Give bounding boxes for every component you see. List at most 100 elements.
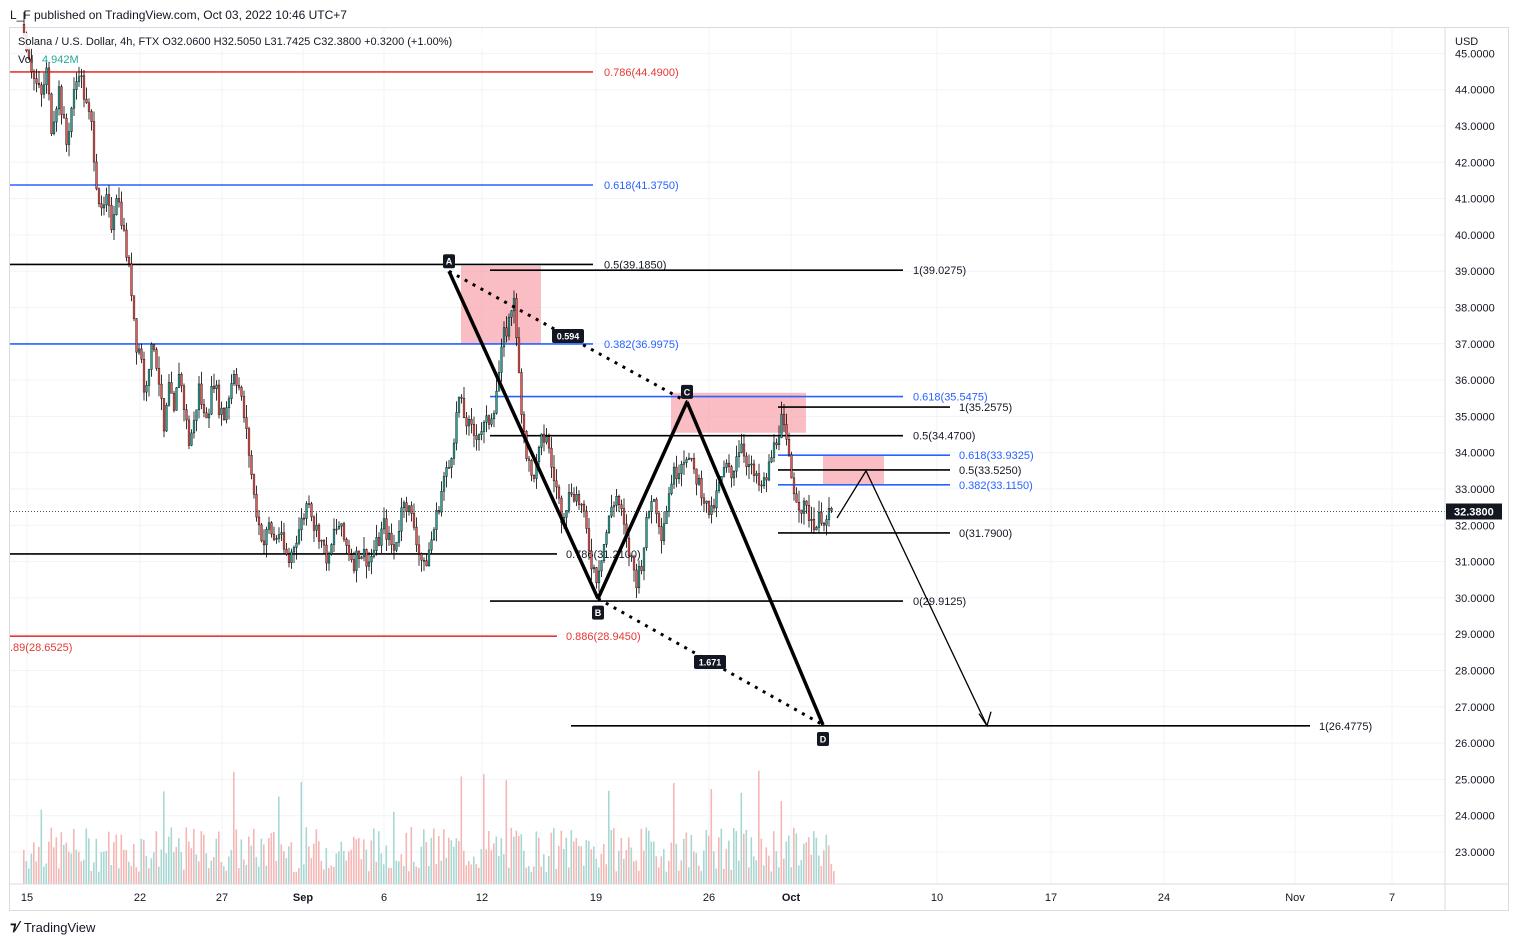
candle-body [297, 529, 301, 544]
volume-bar [193, 828, 195, 884]
projection-arrowhead [978, 711, 992, 728]
volume-bar [778, 867, 780, 884]
volume-bar [393, 811, 395, 884]
candle-body [462, 398, 466, 418]
volume-bar [378, 831, 380, 884]
volume-bar [480, 849, 483, 884]
volume-bar [585, 840, 588, 884]
volume-bar [83, 859, 85, 884]
volume-bar [465, 865, 468, 884]
volume-bar [675, 843, 678, 884]
volume-bar [68, 851, 70, 884]
volume-bar [228, 856, 230, 884]
volume-bar [793, 827, 795, 884]
candle-body [597, 570, 601, 584]
volume-bar [288, 846, 290, 884]
candle-body [552, 466, 556, 482]
candle-body [95, 161, 98, 190]
time-tick-label: 24 [1158, 892, 1170, 904]
volume-bar [348, 851, 350, 884]
volume-bar [605, 864, 608, 884]
candle-body [337, 525, 341, 530]
candle-body [115, 198, 118, 215]
candle-body [330, 544, 333, 555]
candle-body [295, 542, 298, 548]
candle-body [387, 532, 391, 540]
candle-body [727, 462, 731, 467]
volume-bar [773, 831, 775, 884]
price-tick-label: 28.0000 [1455, 666, 1495, 678]
price-tick-label: 29.0000 [1455, 629, 1495, 641]
pattern-point-label: A [446, 257, 453, 267]
volume-bar [240, 839, 243, 884]
pattern-point-badge [443, 254, 455, 269]
candle-body [142, 359, 146, 393]
volume-bar [498, 856, 500, 884]
candle-body [607, 515, 611, 533]
candle-body [92, 121, 96, 163]
volume-bar [495, 836, 498, 884]
candle-body [542, 433, 546, 443]
volume-bar [783, 858, 785, 884]
candle-body [425, 560, 428, 567]
candle-body [707, 500, 711, 515]
candle-body [145, 385, 148, 393]
candle-body [457, 396, 461, 413]
candle-body [72, 89, 76, 109]
candle-body [695, 468, 698, 485]
brand-name: TradingView [23, 920, 96, 935]
candle-body [640, 566, 643, 571]
tradingview-footer[interactable]: ⁊⁄ TradingView [10, 920, 95, 935]
candle-body [817, 512, 821, 528]
candle-body [510, 310, 513, 318]
volume-bar [185, 827, 188, 884]
volume-bar [230, 849, 233, 884]
volume-bar [155, 831, 158, 884]
volume-bar [40, 809, 43, 884]
fib-label: 0.886(28.9450) [566, 631, 641, 643]
volume-bar [740, 792, 743, 884]
volume-bar [315, 829, 318, 884]
volume-bar [460, 776, 463, 884]
candle-body [420, 553, 423, 561]
candle-body [160, 383, 163, 399]
volume-bar [258, 866, 260, 884]
volume-bar [443, 829, 445, 884]
candle-body [30, 58, 33, 72]
volume-bar [263, 844, 265, 884]
volume-bar [568, 867, 570, 884]
candle-body [620, 504, 623, 509]
candle-body [637, 566, 641, 589]
volume-bar [158, 866, 160, 884]
candle-body [615, 496, 618, 506]
volume-bar [78, 851, 80, 884]
fib-label: 0.618(35.5475) [913, 392, 988, 404]
volume-bar [93, 862, 95, 884]
price-tick-label: 27.0000 [1455, 702, 1495, 714]
candle-body [447, 467, 451, 469]
candle-body [200, 383, 203, 405]
candle-body [267, 522, 271, 530]
candle-body [742, 443, 746, 457]
volume-bar [663, 848, 665, 884]
candle-body [372, 550, 376, 557]
volume-bar [453, 846, 455, 884]
volume-bar [405, 832, 408, 884]
candle-body [177, 374, 181, 388]
candle-body [225, 407, 228, 421]
volume-bar [305, 827, 308, 884]
volume-bar [215, 838, 218, 884]
candle-body [137, 348, 141, 353]
ohlc-legend: Solana / U.S. Dollar, 4h, FTX O32.0600 H… [18, 36, 452, 48]
volume-bar [290, 842, 293, 884]
volume-bar [38, 846, 40, 884]
candle-body [705, 500, 708, 504]
price-tick-label: 35.0000 [1455, 411, 1495, 423]
grid-layer [10, 28, 1445, 884]
candle-body [687, 457, 691, 460]
volume-bar [728, 840, 730, 884]
volume-bar [598, 867, 600, 884]
fib-label: 0(29.9125) [913, 596, 966, 608]
volume-bar [525, 867, 528, 884]
